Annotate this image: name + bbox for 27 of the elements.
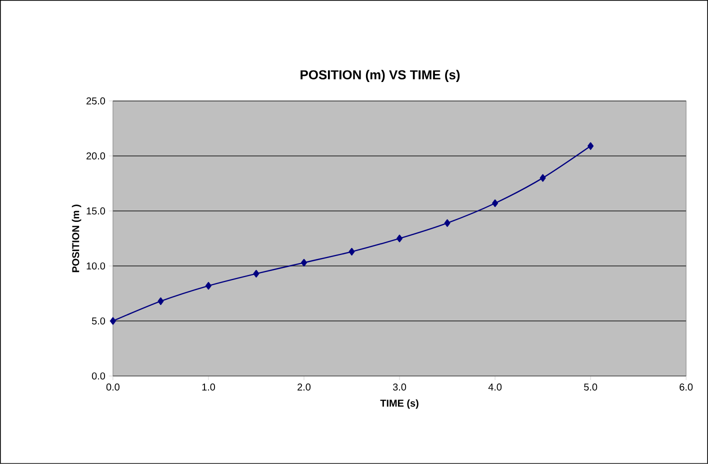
- point: [158, 297, 164, 306]
- point: [588, 142, 594, 150]
- point: [396, 234, 403, 242]
- x-tick-label: 6.0: [680, 384, 693, 391]
- y-tick-label: 0.0: [92, 372, 106, 380]
- point: [110, 317, 116, 325]
- x-tick-label: 0.0: [106, 384, 120, 391]
- y-tick-label: 15.0: [86, 207, 106, 215]
- y-tick-label: 25.0: [86, 97, 106, 104]
- x-tick-label: 3.0: [392, 384, 406, 391]
- point: [300, 258, 307, 266]
- point: [444, 219, 450, 227]
- chart-title: POSITION (m) VS TIME (s): [300, 70, 460, 82]
- point: [205, 282, 212, 290]
- x-tick-label: 1.0: [202, 384, 216, 391]
- x-tick-label: 5.0: [584, 384, 598, 391]
- point: [348, 248, 355, 256]
- point: [540, 174, 546, 182]
- x-tick-label: 2.0: [298, 384, 311, 391]
- x-axis-title: TIME (s): [380, 399, 418, 409]
- point: [492, 199, 498, 208]
- point: [253, 270, 260, 278]
- y-axis-title: POSITION (m ): [72, 204, 82, 272]
- y-tick-label: 10.0: [86, 262, 106, 270]
- y-tick-label: 5.0: [92, 317, 106, 325]
- y-tick-label: 20.0: [86, 152, 106, 160]
- x-tick-label: 4.0: [488, 384, 502, 391]
